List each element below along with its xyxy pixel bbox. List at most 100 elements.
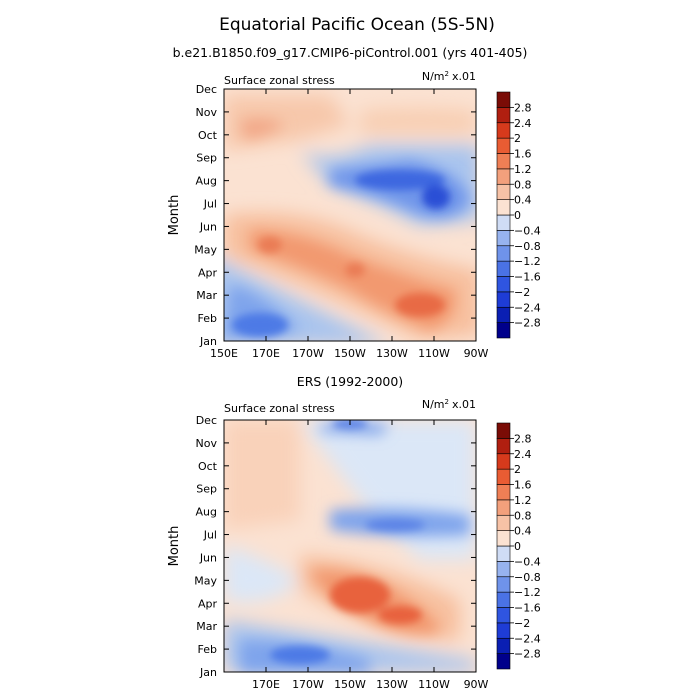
y-tick-label: Mar bbox=[196, 289, 217, 302]
y-tick-label: Sep bbox=[196, 152, 217, 165]
x-tick-label: 170E bbox=[252, 347, 280, 360]
colorbar-label: 1.2 bbox=[514, 163, 532, 176]
y-tick-label: Aug bbox=[196, 506, 217, 519]
colorbar-label: −1.6 bbox=[514, 271, 541, 284]
colorbar-swatch bbox=[496, 214, 511, 231]
y-tick-label: Mar bbox=[196, 620, 217, 633]
y-tick-label: Jun bbox=[199, 220, 217, 233]
colorbar-swatch bbox=[496, 637, 511, 654]
colorbar-label: 2.4 bbox=[514, 117, 532, 130]
colorbar-swatch bbox=[496, 607, 511, 624]
bottom-panel: ERS (1992-2000) Surface zonal stress N/m… bbox=[167, 374, 541, 691]
colorbar-label: 2.8 bbox=[514, 432, 532, 445]
y-tick-label: Sep bbox=[196, 483, 217, 496]
colorbar-label: −0.8 bbox=[514, 240, 541, 253]
top-panel-title: b.e21.B1850.f09_g17.CMIP6-piControl.001 … bbox=[173, 45, 528, 60]
colorbar-swatch bbox=[496, 276, 511, 293]
top-panel-units: N/m2 x.01 bbox=[422, 70, 476, 83]
bottom-field bbox=[224, 420, 476, 672]
top-units-base: N/m bbox=[422, 70, 445, 83]
bottom-panel-units: N/m2 x.01 bbox=[422, 398, 476, 411]
top-units-scale: x.01 bbox=[452, 70, 476, 83]
bottom-panel-title: ERS (1992-2000) bbox=[297, 374, 403, 389]
y-tick-label: Jun bbox=[199, 551, 217, 564]
x-tick-label: 150W bbox=[334, 347, 366, 360]
colorbar-swatch bbox=[496, 107, 511, 124]
bottom-panel-left-label: Surface zonal stress bbox=[224, 402, 335, 415]
colorbar-label: 0 bbox=[514, 209, 521, 222]
top-y-axis-title: Month bbox=[167, 195, 182, 236]
y-tick-label: Jan bbox=[199, 666, 217, 679]
colorbar-swatch bbox=[496, 168, 511, 185]
colorbar-label: 1.2 bbox=[514, 494, 532, 507]
top-y-axis: Jan Feb Mar Apr May Jun Jul Aug Sep Oct Nov Dec bbox=[194, 83, 476, 348]
y-tick-label: Nov bbox=[196, 437, 218, 450]
top-panel: b.e21.B1850.f09_g17.CMIP6-piControl.001 … bbox=[167, 45, 541, 360]
colorbar-swatch bbox=[496, 322, 511, 339]
colorbar-label: 0.8 bbox=[514, 178, 532, 191]
colorbar-label: −2.4 bbox=[514, 301, 541, 314]
colorbar-swatch bbox=[496, 306, 511, 323]
colorbar-label: −2 bbox=[514, 617, 530, 630]
colorbar-label: −2 bbox=[514, 286, 530, 299]
colorbar-label: −2.4 bbox=[514, 632, 541, 645]
top-field bbox=[224, 89, 476, 341]
bottom-units-scale: x.01 bbox=[452, 398, 476, 411]
x-tick-label: 110W bbox=[418, 347, 450, 360]
x-tick-label: 130W bbox=[376, 347, 408, 360]
colorbar-label: 0 bbox=[514, 540, 521, 553]
colorbar-swatch bbox=[496, 484, 511, 501]
colorbar-swatch bbox=[496, 653, 511, 670]
main-title: Equatorial Pacific Ocean (5S-5N) bbox=[219, 15, 495, 35]
colorbar-swatch bbox=[496, 183, 511, 200]
y-tick-label: Apr bbox=[198, 597, 218, 610]
y-tick-label: Aug bbox=[196, 175, 217, 188]
colorbar-swatch bbox=[496, 199, 511, 216]
y-tick-label: Jul bbox=[203, 198, 217, 211]
top-x-axis: 150E 170E 170W 150W 130W 110W 90W bbox=[210, 89, 489, 360]
x-tick-label: 170W bbox=[292, 347, 324, 360]
colorbar-label: −0.8 bbox=[514, 571, 541, 584]
colorbar-label: 1.6 bbox=[514, 148, 532, 161]
bottom-y-axis-title: Month bbox=[167, 526, 182, 567]
top-colorbar: −2.8 −2.4 −2 −1.6 −1.2 −0.8 −0.4 0 0.4 0.8 1.2 1.6 2… bbox=[496, 91, 541, 339]
colorbar-label: −2.8 bbox=[514, 648, 541, 661]
colorbar-swatch bbox=[496, 260, 511, 277]
colorbar-swatch bbox=[496, 514, 511, 531]
y-tick-label: May bbox=[194, 574, 217, 587]
colorbar-swatch bbox=[496, 422, 511, 439]
colorbar-swatch bbox=[496, 545, 511, 562]
x-tick-label: 150E bbox=[210, 347, 238, 360]
y-tick-label: Feb bbox=[198, 312, 217, 325]
bottom-y-axis: Jan Feb Mar Apr May Jun Jul Aug Sep Oct Nov Dec bbox=[194, 414, 476, 679]
y-tick-label: Feb bbox=[198, 643, 217, 656]
colorbar-swatch bbox=[496, 499, 511, 516]
x-tick-label: 90W bbox=[464, 678, 489, 691]
top-panel-left-label: Surface zonal stress bbox=[224, 74, 335, 87]
colorbar-label: 1.6 bbox=[514, 479, 532, 492]
x-tick-label: 170W bbox=[292, 678, 324, 691]
y-tick-label: Dec bbox=[196, 83, 217, 96]
colorbar-swatch bbox=[496, 137, 511, 154]
colorbar-label: −1.6 bbox=[514, 602, 541, 615]
colorbar-label: 0.8 bbox=[514, 509, 532, 522]
x-tick-label: 90W bbox=[464, 347, 489, 360]
y-tick-label: Oct bbox=[198, 129, 218, 142]
colorbar-swatch bbox=[496, 91, 511, 108]
y-tick-label: Oct bbox=[198, 460, 218, 473]
colorbar-swatch bbox=[496, 530, 511, 547]
x-tick-label: 130W bbox=[376, 678, 408, 691]
colorbar-swatch bbox=[496, 122, 511, 139]
colorbar-swatch bbox=[496, 230, 511, 247]
colorbar-swatch bbox=[496, 245, 511, 262]
x-tick-label: 170E bbox=[252, 678, 280, 691]
colorbar-label: 0.4 bbox=[514, 194, 532, 207]
colorbar-swatch bbox=[496, 453, 511, 470]
bottom-colorbar: −2.8 −2.4 −2 −1.6 −1.2 −0.8 −0.4 0 0.4 0.8 1.2 1.6 2… bbox=[496, 422, 541, 670]
x-tick-label: 150W bbox=[334, 678, 366, 691]
colorbar-swatch bbox=[496, 291, 511, 308]
colorbar-swatch bbox=[496, 591, 511, 608]
colorbar-label: 2 bbox=[514, 463, 521, 476]
colorbar-label: −2.8 bbox=[514, 317, 541, 330]
colorbar-label: 0.4 bbox=[514, 525, 532, 538]
